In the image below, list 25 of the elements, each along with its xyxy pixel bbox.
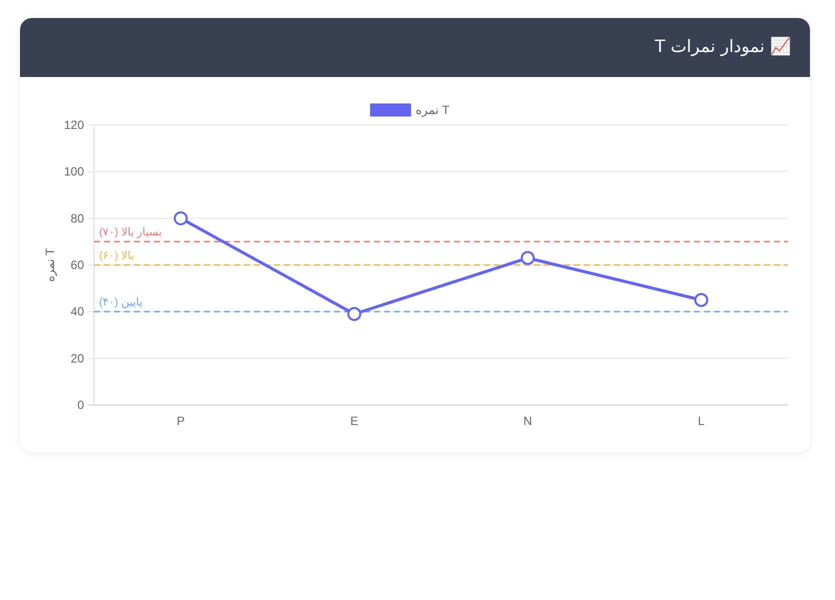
x-tick-label: P bbox=[176, 414, 185, 428]
x-tick-label: L bbox=[698, 414, 705, 428]
y-tick-label: 60 bbox=[70, 258, 84, 272]
y-tick-label: 100 bbox=[64, 164, 84, 179]
y-tick-label: 120 bbox=[64, 118, 84, 132]
ref-line-label: پایین (۴۰) bbox=[99, 296, 142, 309]
point bbox=[694, 293, 708, 307]
x-tick-label: E bbox=[350, 414, 358, 428]
y-tick-label: 40 bbox=[70, 304, 84, 319]
point bbox=[174, 211, 188, 226]
ref-line: پایین (۴۰) bbox=[94, 296, 788, 312]
x-tick-label: N bbox=[523, 414, 532, 428]
ref-line: بالا (۶۰) bbox=[94, 250, 788, 266]
point bbox=[520, 251, 535, 265]
y-tick-label: 80 bbox=[70, 211, 84, 226]
legend: نمره T bbox=[370, 103, 450, 117]
y-tick-label: 0 bbox=[77, 398, 84, 412]
ref-line: بسیار بالا (۷۰) bbox=[94, 226, 788, 242]
point bbox=[347, 307, 362, 321]
legend-label: نمره T bbox=[416, 103, 450, 117]
y-tick-label: 20 bbox=[70, 351, 84, 366]
y-axis-title: نمره T bbox=[43, 247, 57, 282]
ref-line-label: بالا (۶۰) bbox=[99, 250, 134, 262]
chart-title: 📈 نمودار نمرات T bbox=[654, 36, 791, 59]
ref-line-label: بسیار بالا (۷۰) bbox=[99, 226, 162, 239]
